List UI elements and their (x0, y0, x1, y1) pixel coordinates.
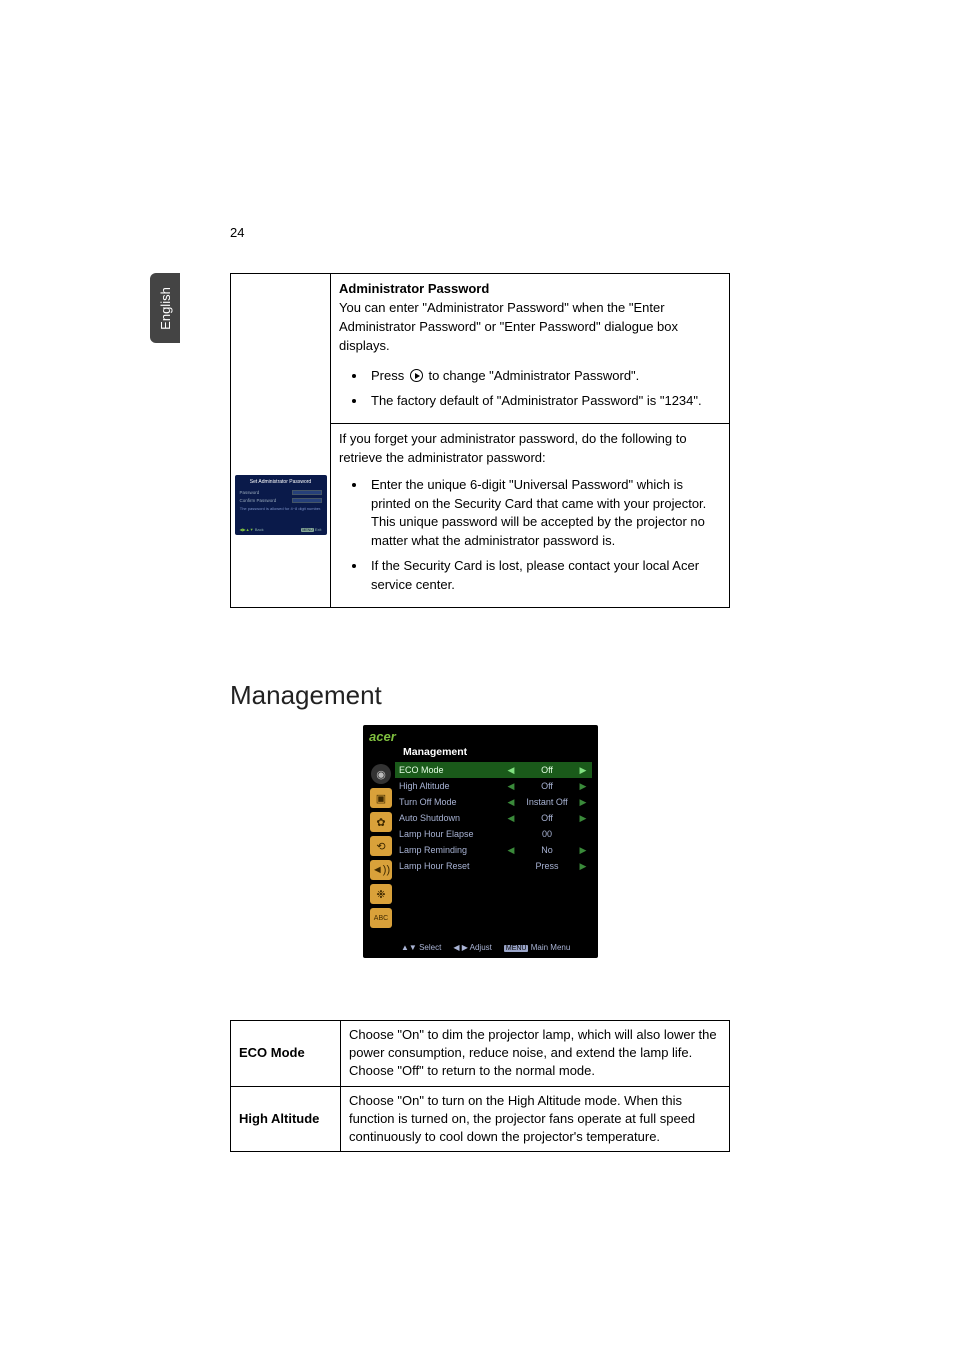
osd-footer-select: Select (419, 943, 441, 952)
osd-row-label: High Altitude (399, 781, 506, 791)
language-tab-label: English (158, 287, 173, 330)
eco-mode-key: ECO Mode (231, 1021, 341, 1087)
osd-row-label: Auto Shutdown (399, 813, 506, 823)
dialog-title: Set Administrator Password (240, 479, 322, 486)
osd-row: High Altitude◀Off▶ (395, 778, 592, 794)
admin-bottom-cell: If you forget your administrator passwor… (331, 424, 730, 608)
osd-row-label: Lamp Reminding (399, 845, 506, 855)
osd-row-value: Off (516, 765, 578, 775)
osd-spacer (395, 922, 592, 938)
admin-factory-bullet: The factory default of "Administrator Pa… (367, 392, 721, 411)
dialog-confirm-field (292, 498, 322, 503)
osd-row: Turn Off Mode◀Instant Off▶ (395, 794, 592, 810)
osd-row-value: 00 (516, 829, 578, 839)
osd-side-icon: ◉ (371, 764, 391, 784)
left-arrow-icon: ◀ (506, 845, 516, 856)
osd-footer-main: Main Menu (531, 943, 571, 952)
dialog-note: The password is allowed for 4~8 digit nu… (240, 506, 322, 511)
admin-password-table: Set Administrator Password Password Conf… (230, 273, 730, 608)
admin-press-bullet: Press to change "Administrator Password"… (367, 367, 721, 386)
left-arrow-icon: ◀ (506, 765, 516, 776)
osd-row-label: Turn Off Mode (399, 797, 506, 807)
osd-spacer (395, 890, 592, 906)
osd-footer-menu-badge: MENU (504, 945, 529, 952)
osd-row-label: ECO Mode (399, 765, 506, 775)
admin-forget: If you forget your administrator passwor… (339, 431, 687, 465)
admin-lost-bullet: If the Security Card is lost, please con… (367, 557, 721, 595)
right-arrow-icon: ▶ (578, 797, 588, 808)
admin-top-cell: Administrator Password You can enter "Ad… (331, 274, 730, 424)
osd-row-label: Lamp Hour Elapse (399, 829, 506, 839)
dialog-password-field (292, 490, 322, 495)
osd-title: Management (363, 744, 598, 762)
right-arrow-icon: ▶ (578, 765, 588, 776)
right-arrow-icon: ▶ (578, 781, 588, 792)
page-number: 24 (230, 225, 244, 240)
osd-row-value: Off (516, 781, 578, 791)
section-title-management: Management (230, 680, 382, 711)
osd-brand: acer (363, 725, 598, 744)
press-suffix: to change "Administrator Password". (425, 368, 639, 383)
admin-heading: Administrator Password (339, 281, 489, 296)
osd-row-value: Off (516, 813, 578, 823)
osd-spacer (395, 874, 592, 890)
osd-row: ECO Mode◀Off▶ (395, 762, 592, 778)
play-right-icon (410, 369, 423, 382)
dialog-menu-badge: MENU (301, 528, 313, 532)
osd-side-icon: ▣ (370, 788, 392, 808)
osd-side-icon: ❉ (370, 884, 392, 904)
osd-spacer (395, 906, 592, 922)
management-desc-table: ECO Mode Choose "On" to dim the projecto… (230, 1020, 730, 1152)
osd-row: Lamp Hour Elapse 00 (395, 826, 592, 842)
osd-side-icon: ◄)) (370, 860, 392, 880)
admin-intro: You can enter "Administrator Password" w… (339, 300, 678, 353)
dialog-row-confirm: Confirm Password (240, 498, 277, 504)
osd-row-value: No (516, 845, 578, 855)
left-arrow-icon: ◀ (506, 813, 516, 824)
dialog-row-password: Password (240, 490, 260, 496)
dialog-back-label: Back (255, 527, 264, 532)
osd-footer: ▲▼ Select ◀ ▶ Adjust MENU Main Menu (363, 938, 598, 954)
dialog-preview-cell: Set Administrator Password Password Conf… (231, 274, 331, 608)
osd-footer-adjust: Adjust (470, 943, 492, 952)
osd-rows: ECO Mode◀Off▶High Altitude◀Off▶Turn Off … (395, 762, 598, 938)
osd-side-icon: ⟲ (370, 836, 392, 856)
press-prefix: Press (371, 368, 408, 383)
language-tab: English (150, 273, 180, 343)
osd-row: Lamp Hour Reset Press▶ (395, 858, 592, 874)
left-arrow-icon: ◀ (506, 781, 516, 792)
left-arrow-icon: ◀ (506, 797, 516, 808)
osd-row-label: Lamp Hour Reset (399, 861, 506, 871)
osd-icon-column: ◉ ▣ ✿ ⟲ ◄)) ❉ ABC (363, 762, 395, 938)
osd-row-value: Instant Off (516, 797, 578, 807)
osd-row: Lamp Reminding◀No▶ (395, 842, 592, 858)
high-altitude-key: High Altitude (231, 1086, 341, 1152)
eco-mode-desc: Choose "On" to dim the projector lamp, w… (341, 1021, 730, 1087)
right-arrow-icon: ▶ (578, 845, 588, 856)
osd-side-icon: ABC (370, 908, 392, 928)
high-altitude-desc: Choose "On" to turn on the High Altitude… (341, 1086, 730, 1152)
osd-row: Auto Shutdown◀Off▶ (395, 810, 592, 826)
osd-side-icon: ✿ (370, 812, 392, 832)
right-arrow-icon: ▶ (578, 861, 588, 872)
osd-menu: acer Management ◉▣✿⟲◄))❉ABC ECO Mode◀Off… (363, 725, 598, 958)
osd-row-value: Press (516, 861, 578, 871)
admin-universal-bullet: Enter the unique 6-digit "Universal Pass… (367, 476, 721, 551)
set-admin-password-dialog: Set Administrator Password Password Conf… (235, 475, 327, 535)
right-arrow-icon: ▶ (578, 813, 588, 824)
